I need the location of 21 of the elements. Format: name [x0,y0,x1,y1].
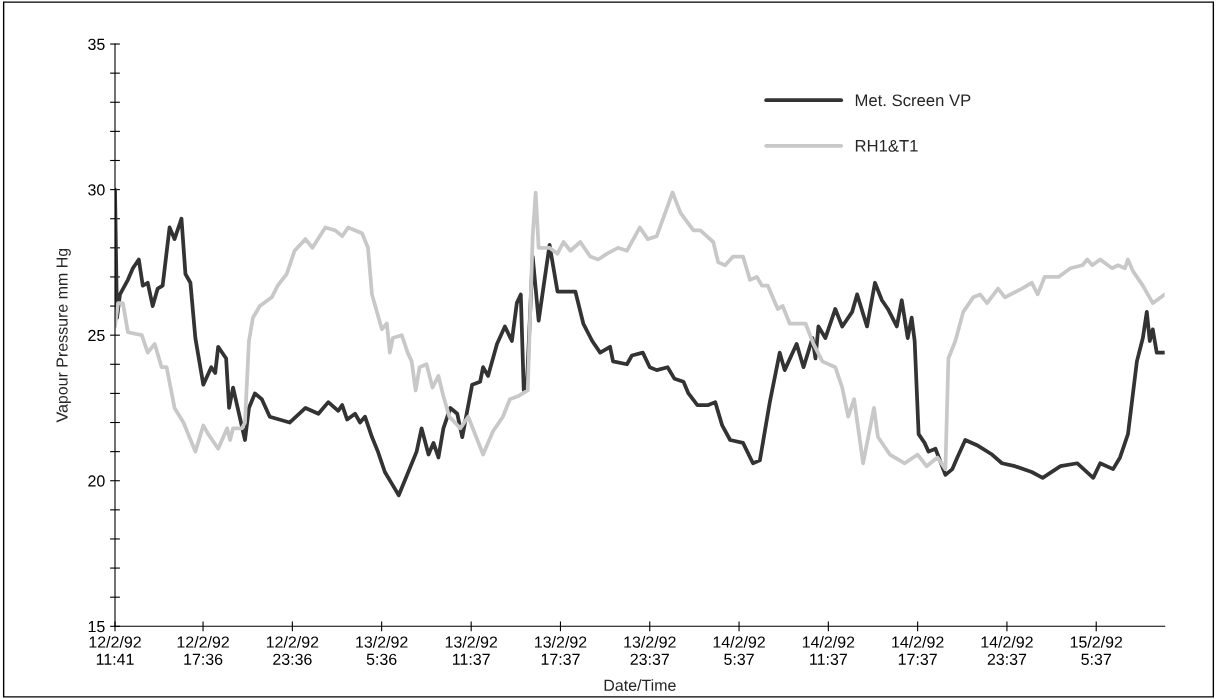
x-tick-label: 13/2/92 17:37 [535,636,587,665]
x-tick-label: 13/2/92 5:36 [356,636,408,665]
x-tick-label: 14/2/92 5:37 [713,636,765,665]
x-tick-label: 15/2/92 5:37 [1070,636,1123,665]
x-tick-label: 14/2/92 17:37 [892,636,944,665]
x-tick-label: 13/2/92 23:37 [624,636,676,665]
legend-label: Met. Screen VP [855,94,971,107]
y-tick-label: 25 [88,329,105,342]
y-tick-label: 35 [88,38,105,50]
x-axis-title: Date/Time [604,679,676,691]
x-tick-label: 12/2/92 11:41 [89,636,141,665]
x-tick-label: 12/2/92 23:36 [266,636,319,665]
x-tick-label: 12/2/92 17:36 [177,636,229,665]
x-tick-label: 14/2/92 23:37 [981,636,1033,665]
y-axis-title: Vapour Pressure mm Hg [56,248,71,423]
y-tick-label: 30 [88,184,105,196]
x-tick-label: 14/2/92 11:37 [802,636,855,665]
x-tick-label: 13/2/92 11:37 [445,636,498,665]
y-tick-label: 20 [88,475,105,487]
y-tick-label: 15 [88,621,105,633]
legend-label: RH1&T1 [855,140,918,152]
